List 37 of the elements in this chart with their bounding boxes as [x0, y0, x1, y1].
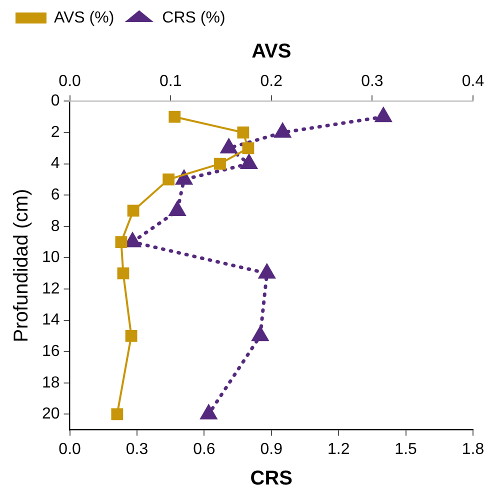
- point: [176, 170, 192, 185]
- legend-label: AVS (%): [54, 9, 114, 26]
- x-tick-label: 1.5: [394, 440, 418, 458]
- y-tick-label: 6: [50, 186, 60, 204]
- x-tick-label: 0.9: [260, 440, 283, 458]
- point: [252, 327, 268, 342]
- point: [259, 264, 275, 279]
- x2-tick-label: 0.4: [462, 73, 484, 90]
- x2-tick-label: 0.1: [159, 73, 182, 90]
- y-tick-label: 10: [42, 249, 60, 266]
- x-tick-label: 0.3: [126, 440, 148, 458]
- point: [221, 139, 237, 154]
- x2-tick-label: 0.3: [361, 73, 384, 90]
- x-tick-label: 1.2: [327, 440, 350, 458]
- x2-tick-label: 0.0: [58, 73, 82, 90]
- x2-tick-label: 0.2: [260, 73, 283, 90]
- y-tick-label: 20: [42, 406, 60, 423]
- point: [376, 108, 392, 122]
- x-tick-label: 0.0: [58, 440, 82, 458]
- x2-axis-title: AVS: [252, 40, 292, 63]
- point: [274, 124, 290, 138]
- legend-label: CRS (%): [162, 9, 226, 26]
- y-tick-label: 2: [50, 124, 60, 141]
- point: [170, 202, 186, 216]
- x-axis-title: CRS: [250, 468, 293, 490]
- y-tick-label: 4: [50, 155, 60, 172]
- point: [241, 155, 257, 170]
- y-tick-label: 12: [42, 280, 60, 298]
- y-tick-label: 8: [50, 218, 60, 235]
- point: [200, 405, 216, 420]
- y-tick-label: 18: [42, 374, 60, 392]
- y-tick-label: 14: [42, 312, 60, 329]
- y-axis-title: Profundidad (cm): [10, 188, 33, 342]
- y-tick-label: 0: [50, 92, 60, 110]
- x-tick-label: 0.6: [193, 440, 216, 458]
- x-tick-label: 1.8: [462, 440, 484, 458]
- y-tick-label: 16: [42, 342, 60, 360]
